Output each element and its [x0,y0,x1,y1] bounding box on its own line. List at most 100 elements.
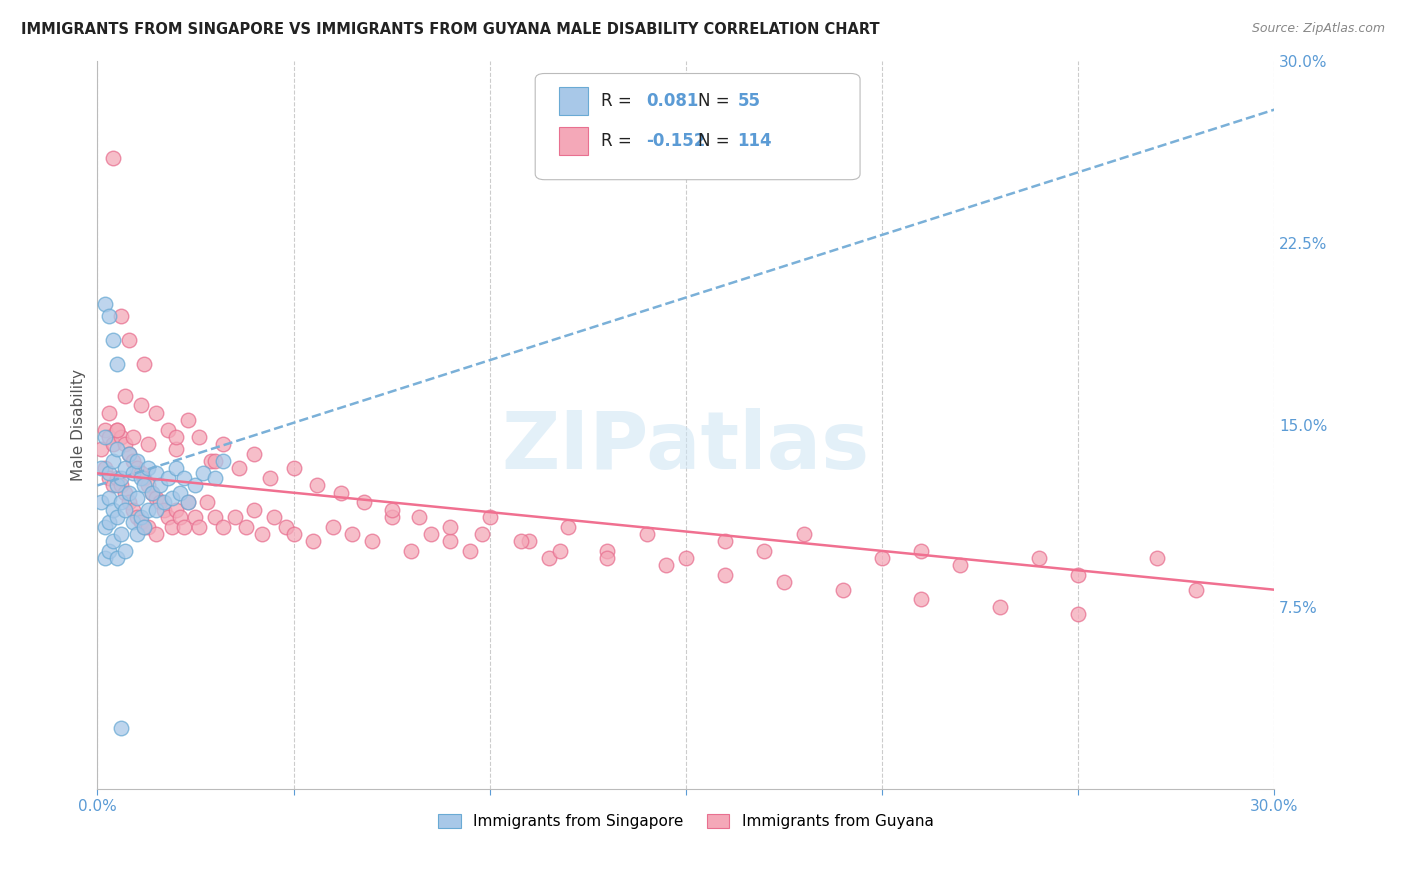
Point [212,454,235,468]
Point [138,502,160,516]
Point [98,515,121,529]
Point [173,519,195,533]
Point [114,485,136,500]
Point [138,519,160,533]
Point [381,510,404,524]
Point [145,502,167,516]
Point [134,478,156,492]
Point [204,510,226,524]
Point [125,527,148,541]
Point [121,430,143,444]
Point [105,423,128,437]
Point [98,406,121,420]
Legend: Immigrants from Singapore, Immigrants from Guyana: Immigrants from Singapore, Immigrants fr… [432,808,939,836]
Point [138,478,160,492]
Point [94,423,117,437]
Point [176,495,198,509]
Point [134,519,156,533]
Point [263,510,285,524]
Point [517,534,540,549]
Point [145,491,167,505]
Text: Source: ZipAtlas.com: Source: ZipAtlas.com [1251,22,1385,36]
Point [156,423,179,437]
Point [165,430,187,444]
Point [596,544,619,558]
Point [110,478,132,492]
Point [118,485,141,500]
Point [98,544,121,558]
Point [101,454,124,468]
Point [184,478,207,492]
Point [121,454,143,468]
Point [141,485,163,500]
Point [910,592,932,607]
Point [145,406,167,420]
Text: 0.081: 0.081 [645,92,699,110]
Point [153,502,176,516]
Point [193,467,215,481]
Point [283,461,305,475]
Point [550,544,572,558]
Point [125,461,148,475]
Point [101,534,124,549]
Point [94,461,117,475]
Text: ZIPatlas: ZIPatlas [502,408,870,485]
Point [228,461,250,475]
Point [195,495,218,509]
Point [173,471,195,485]
Point [870,551,893,566]
Point [156,471,179,485]
Point [134,519,156,533]
Point [129,515,152,529]
Point [188,519,211,533]
Point [125,454,148,468]
Point [145,527,167,541]
Point [105,357,128,371]
Point [160,519,183,533]
Point [283,527,305,541]
Point [110,430,132,444]
Point [101,502,124,516]
Point [98,471,121,485]
Point [114,461,136,475]
Point [98,430,121,444]
Point [98,309,121,323]
Point [224,510,246,524]
Point [125,510,148,524]
Point [121,467,143,481]
Point [118,333,141,347]
Point [165,461,187,475]
Point [118,447,141,461]
Point [129,510,152,524]
Point [156,510,179,524]
Point [329,485,352,500]
Point [988,599,1011,614]
Point [910,544,932,558]
Bar [558,87,588,115]
Point [188,430,211,444]
Text: R =: R = [602,92,637,110]
Point [1185,582,1208,597]
Point [773,575,796,590]
Point [714,534,737,549]
Point [510,534,533,549]
Point [101,151,124,165]
Point [675,551,697,566]
Point [478,510,501,524]
Point [121,502,143,516]
Point [259,471,281,485]
Point [235,519,257,533]
Text: IMMIGRANTS FROM SINGAPORE VS IMMIGRANTS FROM GUYANA MALE DISABILITY CORRELATION : IMMIGRANTS FROM SINGAPORE VS IMMIGRANTS … [21,22,880,37]
Text: 114: 114 [738,132,772,150]
Point [153,495,176,509]
Point [160,491,183,505]
Point [361,534,384,549]
Y-axis label: Male Disability: Male Disability [72,368,86,481]
Point [110,527,132,541]
Point [1067,607,1090,621]
Point [90,461,112,475]
Point [176,413,198,427]
Point [439,519,461,533]
Point [110,471,132,485]
Point [94,430,117,444]
